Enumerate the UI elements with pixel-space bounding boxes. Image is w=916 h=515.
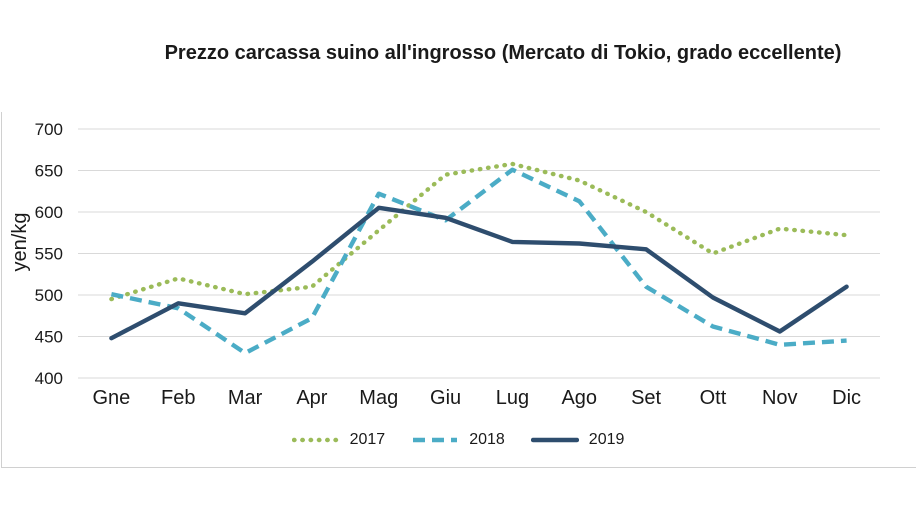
y-tick-label: 450 (35, 328, 63, 347)
legend-label: 2018 (469, 431, 505, 448)
legend-label: 2019 (588, 431, 625, 448)
panel-left-border (1, 112, 2, 467)
x-tick-label: Ago (561, 387, 597, 409)
legend-label: 2017 (349, 431, 386, 448)
y-axis-title: yen/kg (9, 213, 31, 272)
x-tick-label: Mar (228, 387, 263, 409)
y-tick-label: 550 (35, 245, 63, 264)
x-tick-label: Gne (93, 387, 131, 409)
x-tick-label: Giu (430, 387, 461, 409)
series-line-2017 (109, 161, 849, 302)
chart-canvas: 400 450 500 550 600 650 700 Gne Feb Mar Apr Mag Giu L… (9, 120, 880, 409)
legend-item-2019: 2019 (530, 431, 625, 449)
panel-bottom-border (1, 467, 916, 468)
legend-item-2018: 2018 (411, 431, 505, 449)
x-tick-label: Lug (496, 387, 529, 409)
legend-item-2017: 2017 (291, 431, 386, 449)
chart-title: Prezzo carcassa suino all'ingrosso (Merc… (164, 42, 842, 64)
x-tick-label: Nov (762, 387, 798, 409)
y-tick-label: 650 (35, 162, 63, 181)
legend-swatch-dashed-icon (413, 437, 458, 443)
x-tick-label: Feb (161, 387, 195, 409)
y-tick-label: 400 (35, 369, 63, 388)
x-tick-label: Set (631, 387, 661, 409)
legend-swatch-dotted-icon (291, 437, 340, 443)
series-line-2019 (109, 205, 849, 341)
y-tick-label: 600 (35, 203, 63, 222)
y-tick-label: 700 (35, 120, 63, 139)
x-tick-label: Apr (296, 387, 327, 409)
y-tick-label: 500 (35, 286, 63, 305)
x-tick-label: Dic (832, 387, 861, 409)
x-tick-label: Ott (700, 387, 727, 409)
legend-swatch-solid-icon (530, 437, 579, 443)
x-tick-label: Mag (359, 387, 398, 409)
series-line-2018 (110, 167, 847, 356)
legend: 2017 2018 2019 (0, 431, 916, 449)
